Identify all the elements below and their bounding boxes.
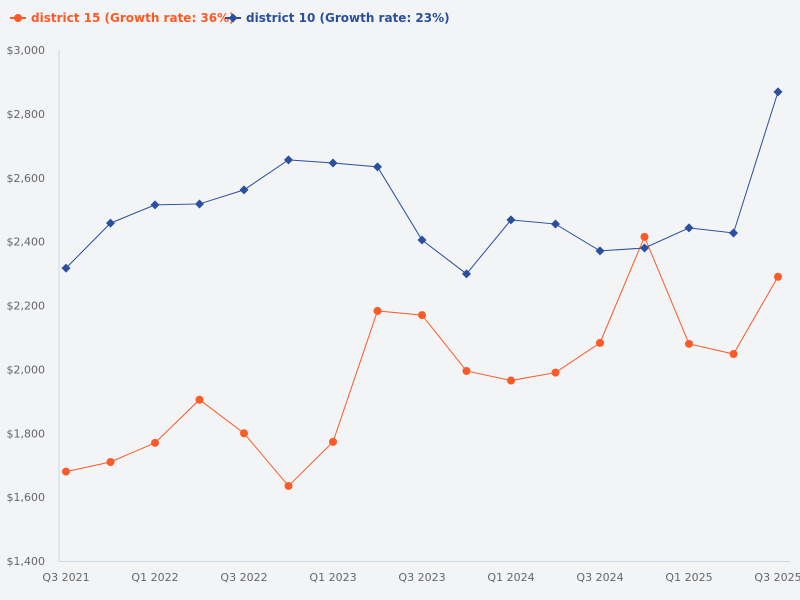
data-point: [151, 438, 159, 447]
x-tick-label: Q1 2025: [665, 571, 712, 584]
legend-diamond-icon: [228, 13, 238, 23]
y-tick-label: $2,600: [7, 172, 46, 185]
y-tick-label: $2,400: [7, 236, 46, 249]
data-point: [328, 158, 338, 168]
legend-item: district 15 (Growth rate: 36%): [31, 11, 235, 25]
y-tick-label: $2,000: [7, 363, 46, 376]
x-tick-label: Q3 2021: [42, 571, 89, 584]
data-point: [684, 223, 694, 233]
y-tick-label: $3,000: [7, 44, 46, 57]
data-point: [774, 272, 782, 281]
data-point: [284, 155, 293, 165]
data-point: [507, 376, 515, 385]
x-tick-label: Q3 2022: [220, 571, 267, 584]
data-point: [640, 243, 649, 253]
data-point: [462, 366, 471, 375]
y-tick-label: $2,800: [7, 108, 46, 121]
data-point: [685, 339, 693, 348]
data-point: [284, 481, 293, 490]
x-tick-label: Q1 2023: [309, 571, 356, 584]
x-tick-label: Q1 2022: [131, 571, 178, 584]
data-point: [462, 269, 471, 279]
x-tick-label: Q3 2023: [398, 571, 445, 584]
data-point: [595, 246, 605, 256]
data-point: [239, 185, 249, 195]
series-line-2: [65, 91, 779, 275]
data-point: [773, 87, 783, 97]
data-point: [729, 228, 738, 238]
data-point: [729, 350, 738, 359]
series-line-1: [65, 235, 779, 487]
data-point: [506, 215, 516, 225]
data-point: [195, 199, 204, 209]
data-point: [62, 467, 70, 476]
data-point: [373, 162, 382, 172]
data-point: [240, 429, 248, 438]
y-tick-label: $1,600: [7, 491, 46, 504]
y-tick-label: $1,400: [7, 555, 46, 568]
data-point: [106, 457, 115, 466]
data-point: [61, 263, 71, 273]
data-point: [551, 219, 560, 229]
data-point: [195, 395, 204, 404]
x-tick-label: Q1 2024: [487, 571, 534, 584]
y-tick-label: $1,800: [7, 427, 46, 440]
data-point: [596, 338, 604, 347]
legend-circle-icon: [14, 14, 22, 22]
y-tick-label: $2,200: [7, 300, 46, 313]
data-point: [418, 311, 426, 320]
x-tick-label: Q3 2025: [754, 571, 800, 584]
data-point: [417, 235, 427, 245]
data-point: [150, 200, 160, 210]
data-point: [373, 306, 382, 315]
data-point: [106, 218, 115, 228]
data-point: [640, 232, 649, 241]
legend-item: district 10 (Growth rate: 23%): [246, 11, 450, 25]
data-point: [551, 368, 560, 377]
data-point: [329, 437, 337, 446]
x-tick-label: Q3 2024: [576, 571, 623, 584]
